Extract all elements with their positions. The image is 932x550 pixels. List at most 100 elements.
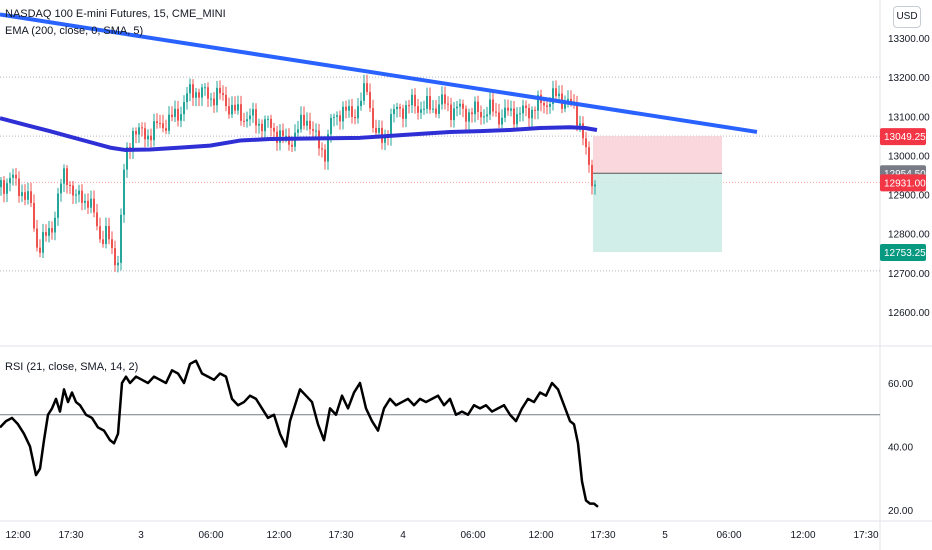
candle: [27, 191, 29, 200]
candle: [342, 106, 344, 122]
price-label: 12753.25: [884, 248, 926, 259]
candle: [408, 105, 410, 107]
candle: [222, 93, 224, 95]
candle: [330, 117, 332, 135]
price-label-box: [880, 128, 926, 146]
candle: [246, 119, 248, 122]
candle: [186, 93, 188, 103]
candle: [285, 135, 287, 137]
candle: [582, 123, 584, 139]
candle: [150, 135, 152, 141]
candle: [297, 129, 299, 133]
candle: [501, 117, 503, 125]
candle: [204, 87, 206, 89]
candle: [375, 127, 377, 133]
candle: [468, 112, 470, 122]
candle: [213, 98, 215, 106]
candle: [234, 104, 236, 111]
price-tick-label: 13000.00: [888, 151, 930, 162]
candle: [537, 94, 539, 111]
price-label: 12931.00: [884, 178, 926, 189]
candle: [498, 112, 500, 125]
candle: [438, 104, 440, 114]
rsi-legend[interactable]: RSI (21, close, SMA, 14, 2): [5, 361, 139, 373]
candle: [360, 100, 362, 107]
candle: [519, 113, 521, 115]
ema-legend[interactable]: EMA (200, close, 0, SMA, 5): [5, 25, 144, 37]
price-tick-label: 13200.00: [888, 73, 930, 84]
candle: [138, 127, 140, 135]
candle: [201, 87, 203, 98]
candle: [267, 118, 269, 120]
ema-line: [0, 116, 598, 152]
candle: [0, 180, 2, 188]
candle: [21, 192, 23, 197]
rsi-tick-label: 40.00: [888, 443, 913, 454]
candle: [543, 102, 545, 106]
candle: [570, 98, 572, 103]
time-tick-label: 17:30: [328, 530, 353, 541]
price-label-box: [880, 244, 926, 262]
price-tick-label: 12800.00: [888, 230, 930, 241]
candle: [306, 120, 308, 126]
currency-button[interactable]: USD: [893, 6, 921, 28]
candle: [225, 94, 227, 107]
candle: [414, 94, 416, 107]
time-tick-label: 12:00: [528, 530, 553, 541]
candle: [558, 93, 560, 97]
candle: [111, 239, 113, 249]
price-tick-label: 12900.00: [888, 191, 930, 202]
candle: [261, 123, 263, 132]
candle: [591, 164, 593, 187]
candle: [528, 107, 530, 119]
candle: [126, 147, 128, 170]
candle: [63, 168, 65, 184]
price-tick-label: 13300.00: [888, 34, 930, 45]
candle: [465, 108, 467, 122]
candle: [300, 114, 302, 130]
candle: [108, 226, 110, 240]
candle: [384, 136, 386, 143]
candle: [579, 123, 581, 126]
candle: [309, 120, 311, 130]
candle: [477, 101, 479, 112]
time-tick-label: 06:00: [716, 530, 741, 541]
candle: [237, 104, 239, 111]
candle: [9, 177, 11, 184]
candle: [429, 95, 431, 110]
candle: [354, 116, 356, 119]
candle: [594, 184, 596, 187]
candle: [273, 127, 275, 132]
time-tick-label: 12:00: [790, 530, 815, 541]
candle: [282, 130, 284, 136]
candle: [405, 105, 407, 119]
candle: [228, 106, 230, 115]
candle: [513, 108, 515, 125]
candle: [462, 103, 464, 109]
candle: [39, 247, 41, 253]
candle: [510, 108, 512, 111]
candle: [492, 99, 494, 112]
candle: [327, 134, 329, 162]
candle: [489, 99, 491, 115]
candle: [423, 108, 425, 110]
candle: [480, 111, 482, 118]
candle: [96, 212, 98, 227]
candle: [78, 190, 80, 195]
candle: [249, 115, 251, 120]
candle: [12, 174, 14, 178]
candle: [141, 127, 143, 129]
rsi-line: [0, 359, 599, 508]
candle: [396, 106, 398, 110]
candle: [435, 108, 437, 114]
candle: [351, 106, 353, 117]
candle: [336, 115, 338, 117]
candle: [420, 109, 422, 113]
candle: [15, 174, 17, 179]
candle: [192, 84, 194, 98]
candle: [504, 107, 506, 118]
time-tick-label: 17:30: [590, 530, 615, 541]
candle: [156, 121, 158, 124]
time-tick-label: 12:00: [266, 530, 291, 541]
